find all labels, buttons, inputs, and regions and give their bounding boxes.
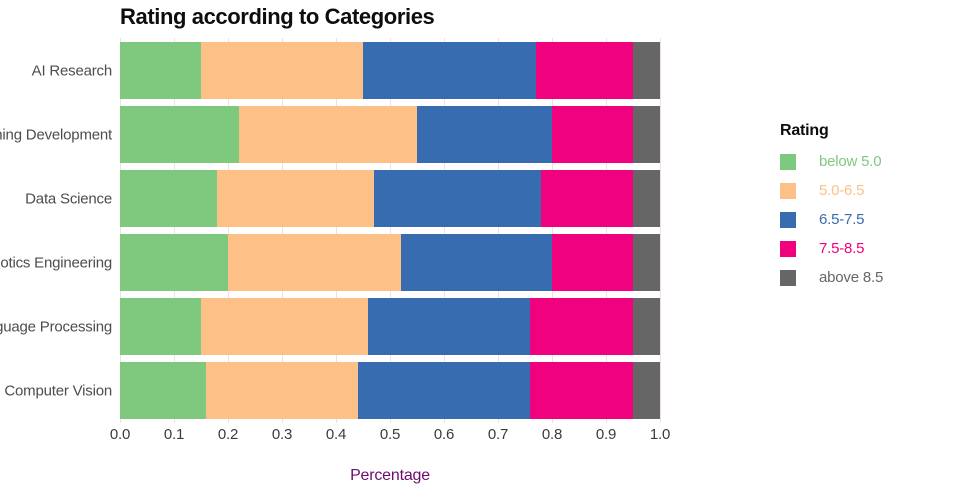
gridline — [606, 38, 607, 423]
legend-item: 7.5-8.5 — [780, 234, 950, 263]
legend-item: above 8.5 — [780, 263, 950, 292]
legend-label: 5.0-6.5 — [819, 182, 865, 199]
x-tick-label: 0.0 — [109, 426, 131, 443]
bar-segment — [632, 106, 660, 163]
x-tick-label: 0.1 — [163, 426, 185, 443]
bar-segment — [632, 362, 660, 419]
legend-swatch — [780, 269, 796, 286]
bar-segment — [530, 362, 633, 419]
legend-label: 7.5-8.5 — [819, 240, 865, 257]
gridline — [444, 38, 445, 423]
bar-segment — [217, 170, 374, 227]
bar-segment — [201, 42, 363, 99]
bar-segment — [120, 234, 228, 291]
bar-segment — [400, 234, 552, 291]
legend-label: 6.5-7.5 — [819, 211, 865, 228]
gridline — [390, 38, 391, 423]
legend-item: 6.5-7.5 — [780, 205, 950, 234]
x-tick-label: 0.7 — [487, 426, 509, 443]
bar-row — [120, 42, 660, 99]
bar-segment — [120, 170, 218, 227]
bar-segment — [206, 362, 358, 419]
x-tick-label: 0.2 — [217, 426, 239, 443]
x-tick-label: 0.4 — [325, 426, 347, 443]
bar-segment — [120, 362, 207, 419]
legend: Rating below 5.0 5.0-6.5 6.5-7.5 7.5-8.5 abo… — [780, 122, 950, 292]
legend-items: below 5.0 5.0-6.5 6.5-7.5 7.5-8.5 above 8.5 — [780, 147, 950, 292]
plot-area — [120, 38, 661, 423]
legend-item: below 5.0 — [780, 147, 950, 176]
legend-label: below 5.0 — [819, 153, 882, 170]
bar-row — [120, 298, 660, 355]
bar-segment — [535, 42, 633, 99]
x-tick-label: 0.8 — [541, 426, 563, 443]
category-label: Data Science — [25, 190, 112, 207]
category-label: AI Research — [31, 62, 113, 79]
bar-segment — [120, 42, 201, 99]
bar-segment — [632, 298, 660, 355]
x-tick-label: 0.5 — [379, 426, 401, 443]
gridline — [498, 38, 499, 423]
x-tick-label: 0.3 — [271, 426, 293, 443]
bar-row — [120, 362, 660, 419]
bar-segment — [238, 106, 417, 163]
x-axis-label: Percentage — [350, 467, 430, 484]
legend-swatch — [780, 240, 796, 257]
x-tick-label: 0.6 — [433, 426, 455, 443]
bar-segment — [632, 170, 660, 227]
bar-segment — [120, 298, 201, 355]
chart-title: Rating according to Categories — [120, 4, 435, 29]
bar-row — [120, 170, 660, 227]
bar-row — [120, 234, 660, 291]
category-label: Computer Vision — [4, 382, 112, 399]
bar-segment — [357, 362, 531, 419]
legend-label: above 8.5 — [819, 269, 884, 286]
gridline — [552, 38, 553, 423]
gridline — [120, 38, 121, 423]
bar-segment — [551, 106, 633, 163]
bar-segment — [373, 170, 542, 227]
gridline — [336, 38, 337, 423]
bar-segment — [201, 298, 369, 355]
bar-segment — [368, 298, 531, 355]
bar-segment — [632, 42, 660, 99]
legend-swatch — [780, 182, 796, 199]
bar-segment — [551, 234, 633, 291]
gridline — [174, 38, 175, 423]
bar-row — [120, 106, 660, 163]
category-label: otics Engineering — [0, 254, 112, 271]
gridline — [282, 38, 283, 423]
bar-segment — [530, 298, 633, 355]
bar-segment — [541, 170, 633, 227]
x-tick-label: 1.0 — [649, 426, 671, 443]
x-tick-label: 0.9 — [595, 426, 617, 443]
gridline — [228, 38, 229, 423]
category-label: ning Development — [0, 126, 112, 143]
bar-segment — [120, 106, 239, 163]
legend-swatch — [780, 211, 796, 228]
legend-item: 5.0-6.5 — [780, 176, 950, 205]
bar-segment — [416, 106, 552, 163]
category-label: guage Processing — [0, 318, 112, 335]
legend-swatch — [780, 153, 796, 170]
gridline — [660, 38, 661, 423]
bar-segment — [363, 42, 536, 99]
legend-title: Rating — [780, 122, 829, 139]
bar-segment — [228, 234, 401, 291]
bar-segment — [632, 234, 660, 291]
